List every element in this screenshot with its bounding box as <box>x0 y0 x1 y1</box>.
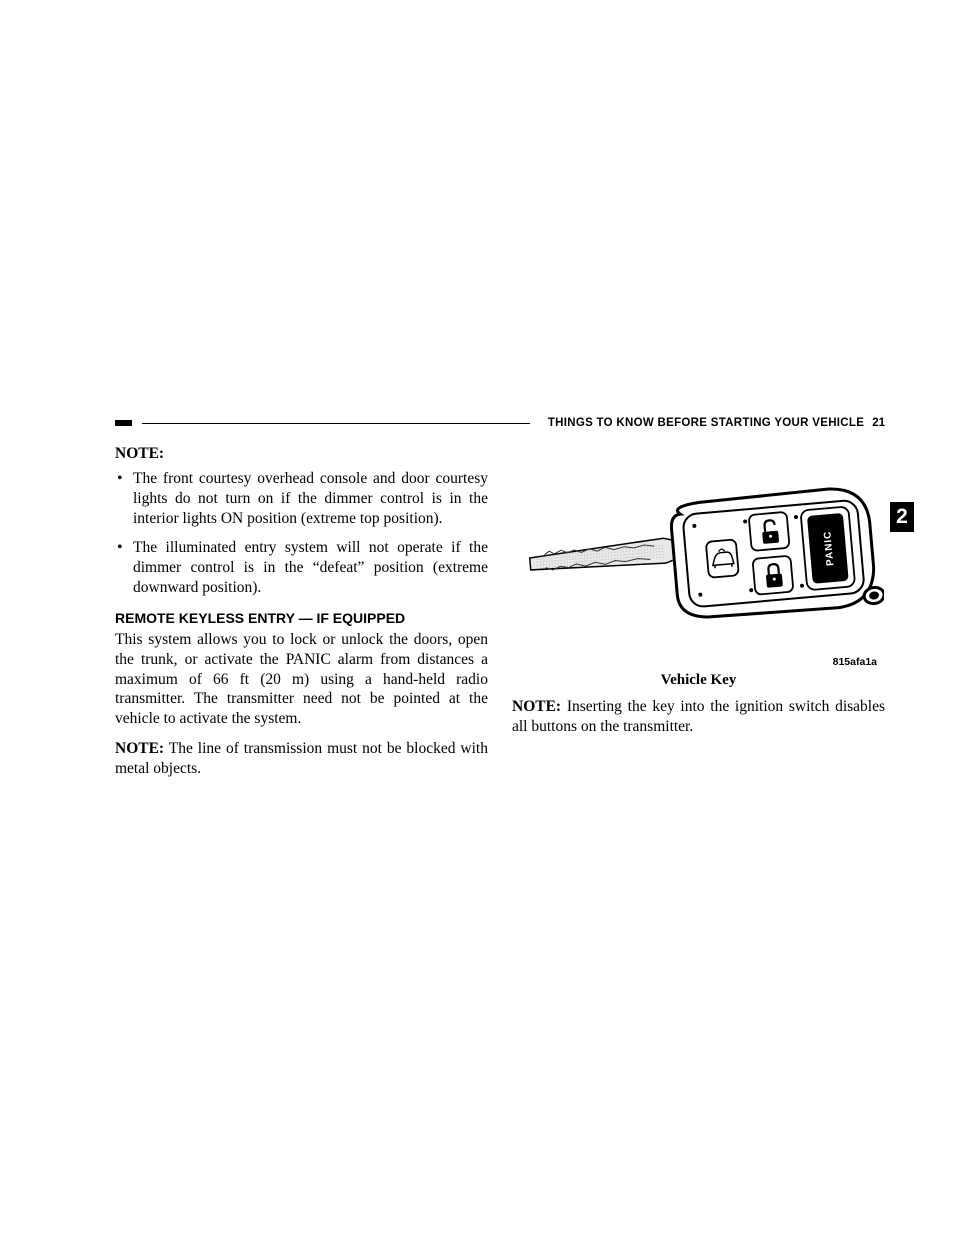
note-text: Inserting the key into the ignition swit… <box>512 698 885 735</box>
body-paragraph: This system allows you to lock or unlock… <box>115 630 488 729</box>
section-number-tab: 2 <box>890 502 914 532</box>
note-paragraph: NOTE: The line of transmission must not … <box>115 739 488 779</box>
panic-button: PANIC <box>800 506 855 590</box>
trunk-button-icon <box>705 539 738 577</box>
note-label-inline: NOTE: <box>115 740 164 757</box>
header-bar <box>115 420 132 426</box>
vehicle-key-figure: PANIC 815afa1a Vehicle Key <box>512 455 885 689</box>
note-text: The line of transmission must not be blo… <box>115 740 488 777</box>
section-title: THINGS TO KNOW BEFORE STARTING YOUR VEHI… <box>548 417 864 429</box>
list-item: The illuminated entry system will not op… <box>115 538 488 597</box>
key-fob-head: PANIC <box>669 485 884 622</box>
figure-caption: Vehicle Key <box>512 672 885 689</box>
note-bullet-list: The front courtesy overhead console and … <box>115 469 488 598</box>
note-label: NOTE: <box>115 445 488 463</box>
note-paragraph: NOTE: Inserting the key into the ignitio… <box>512 697 885 737</box>
lock-button-icon <box>752 556 793 595</box>
page-header: THINGS TO KNOW BEFORE STARTING YOUR VEHI… <box>115 417 885 429</box>
unlock-button-icon <box>748 512 789 551</box>
key-blade <box>529 537 679 575</box>
vehicle-key-image: PANIC <box>512 455 885 660</box>
header-rule <box>142 423 530 424</box>
left-column: NOTE: The front courtesy overhead consol… <box>115 445 488 789</box>
page-content: THINGS TO KNOW BEFORE STARTING YOUR VEHI… <box>115 417 885 789</box>
content-columns: NOTE: The front courtesy overhead consol… <box>115 445 885 789</box>
list-item: The front courtesy overhead console and … <box>115 469 488 528</box>
note-label-inline: NOTE: <box>512 698 561 715</box>
section-heading: REMOTE KEYLESS ENTRY — IF EQUIPPED <box>115 610 488 626</box>
page-number: 21 <box>872 417 885 429</box>
right-column: PANIC 815afa1a Vehicle Key NOTE: Inserti… <box>512 445 885 789</box>
